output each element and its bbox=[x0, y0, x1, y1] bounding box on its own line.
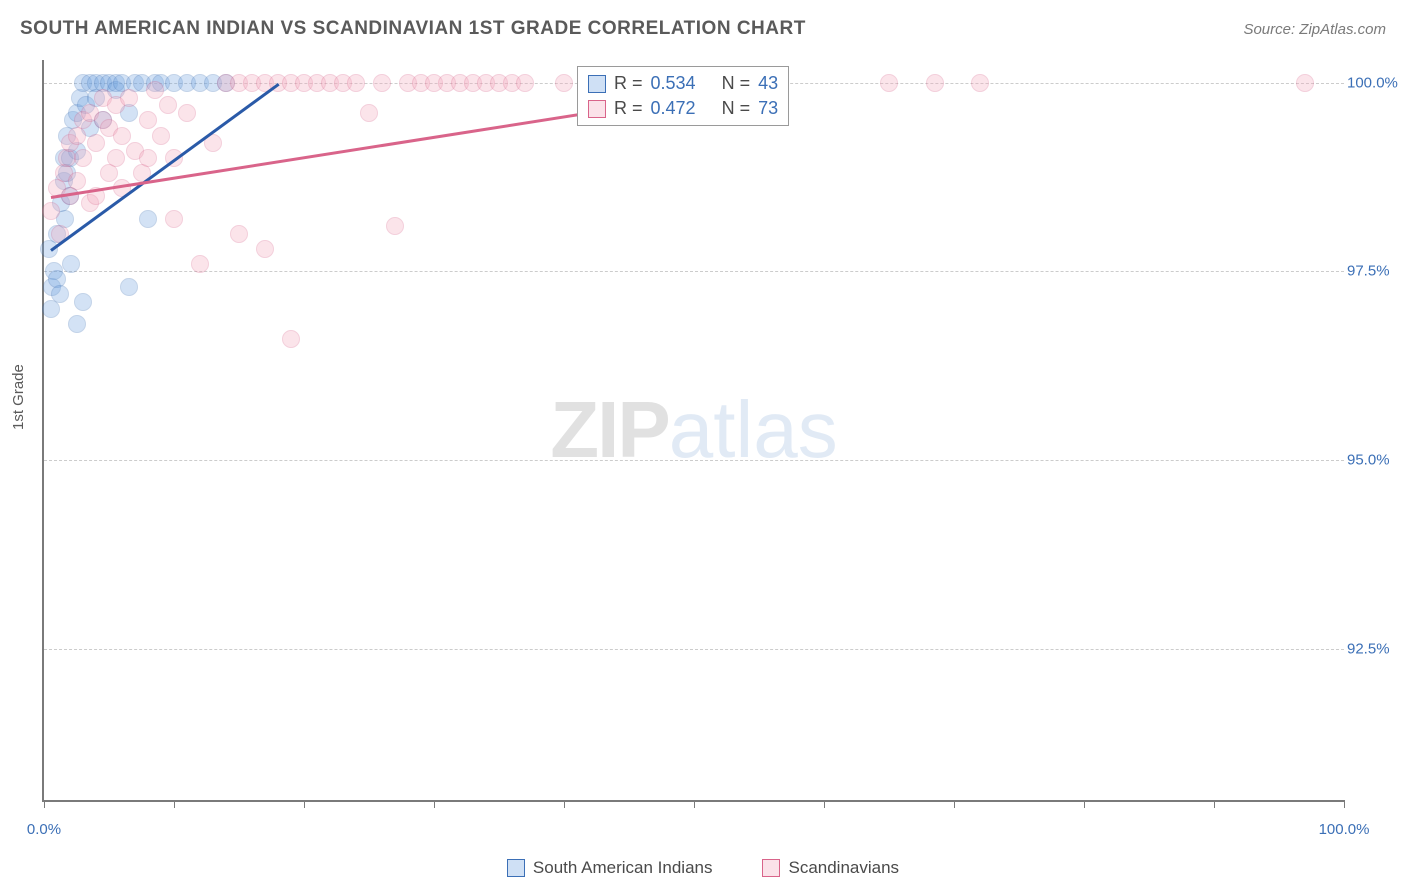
legend-swatch-icon bbox=[762, 859, 780, 877]
data-point bbox=[139, 111, 157, 129]
x-tick bbox=[954, 800, 955, 808]
chart-title: SOUTH AMERICAN INDIAN VS SCANDINAVIAN 1S… bbox=[20, 18, 806, 40]
gridline bbox=[44, 460, 1344, 461]
data-point bbox=[282, 330, 300, 348]
data-point bbox=[68, 172, 86, 190]
legend-swatch-icon bbox=[588, 100, 606, 118]
data-point bbox=[1296, 74, 1314, 92]
data-point bbox=[120, 278, 138, 296]
stat-r-label: R = bbox=[614, 98, 643, 119]
x-tick bbox=[304, 800, 305, 808]
data-point bbox=[51, 285, 69, 303]
gridline bbox=[44, 271, 1344, 272]
stat-n-value: 43 bbox=[758, 73, 778, 94]
stat-r-value: 0.534 bbox=[651, 73, 696, 94]
x-tick bbox=[1214, 800, 1215, 808]
data-point bbox=[191, 255, 209, 273]
stats-legend: R = 0.534 N = 43R = 0.472 N = 73 bbox=[577, 66, 789, 126]
y-axis-label: 1st Grade bbox=[10, 364, 27, 430]
y-tick-label: 100.0% bbox=[1347, 74, 1402, 91]
source-attribution: Source: ZipAtlas.com bbox=[1243, 21, 1386, 38]
data-point bbox=[386, 217, 404, 235]
data-point bbox=[68, 315, 86, 333]
y-tick-label: 92.5% bbox=[1347, 640, 1402, 657]
x-tick bbox=[1084, 800, 1085, 808]
data-point bbox=[926, 74, 944, 92]
chart-header: SOUTH AMERICAN INDIAN VS SCANDINAVIAN 1S… bbox=[0, 0, 1406, 50]
x-tick-label: 0.0% bbox=[27, 821, 61, 838]
data-point bbox=[360, 104, 378, 122]
data-point bbox=[373, 74, 391, 92]
x-tick-label: 100.0% bbox=[1319, 821, 1370, 838]
y-tick-label: 95.0% bbox=[1347, 452, 1402, 469]
legend-label: South American Indians bbox=[533, 858, 713, 878]
stat-r-value: 0.472 bbox=[651, 98, 696, 119]
legend-item-1: Scandinavians bbox=[762, 858, 899, 878]
data-point bbox=[555, 74, 573, 92]
data-point bbox=[880, 74, 898, 92]
bottom-legend: South American Indians Scandinavians bbox=[0, 858, 1406, 878]
data-point bbox=[139, 149, 157, 167]
x-tick bbox=[694, 800, 695, 808]
data-point bbox=[74, 149, 92, 167]
data-point bbox=[347, 74, 365, 92]
data-point bbox=[256, 240, 274, 258]
legend-item-0: South American Indians bbox=[507, 858, 713, 878]
stat-n-label: N = bbox=[722, 73, 751, 94]
data-point bbox=[42, 202, 60, 220]
x-tick bbox=[174, 800, 175, 808]
data-point bbox=[146, 81, 164, 99]
stats-row: R = 0.472 N = 73 bbox=[588, 96, 778, 121]
data-point bbox=[139, 210, 157, 228]
scatter-plot-area: ZIPatlas 92.5%95.0%97.5%100.0%0.0%100.0%… bbox=[42, 60, 1344, 802]
x-tick bbox=[44, 800, 45, 808]
data-point bbox=[113, 127, 131, 145]
data-point bbox=[152, 127, 170, 145]
stat-r-label: R = bbox=[614, 73, 643, 94]
x-tick bbox=[434, 800, 435, 808]
data-point bbox=[62, 255, 80, 273]
data-point bbox=[165, 210, 183, 228]
data-point bbox=[178, 104, 196, 122]
y-tick-label: 97.5% bbox=[1347, 263, 1402, 280]
x-tick bbox=[1344, 800, 1345, 808]
legend-label: Scandinavians bbox=[788, 858, 899, 878]
data-point bbox=[971, 74, 989, 92]
data-point bbox=[120, 89, 138, 107]
data-point bbox=[159, 96, 177, 114]
data-point bbox=[87, 134, 105, 152]
stat-n-label: N = bbox=[722, 98, 751, 119]
legend-swatch-icon bbox=[507, 859, 525, 877]
x-tick bbox=[564, 800, 565, 808]
stats-row: R = 0.534 N = 43 bbox=[588, 71, 778, 96]
x-tick bbox=[824, 800, 825, 808]
data-point bbox=[74, 293, 92, 311]
watermark: ZIPatlas bbox=[550, 384, 837, 476]
data-point bbox=[230, 225, 248, 243]
stat-n-value: 73 bbox=[758, 98, 778, 119]
data-point bbox=[107, 149, 125, 167]
legend-swatch-icon bbox=[588, 75, 606, 93]
data-point bbox=[516, 74, 534, 92]
gridline bbox=[44, 649, 1344, 650]
